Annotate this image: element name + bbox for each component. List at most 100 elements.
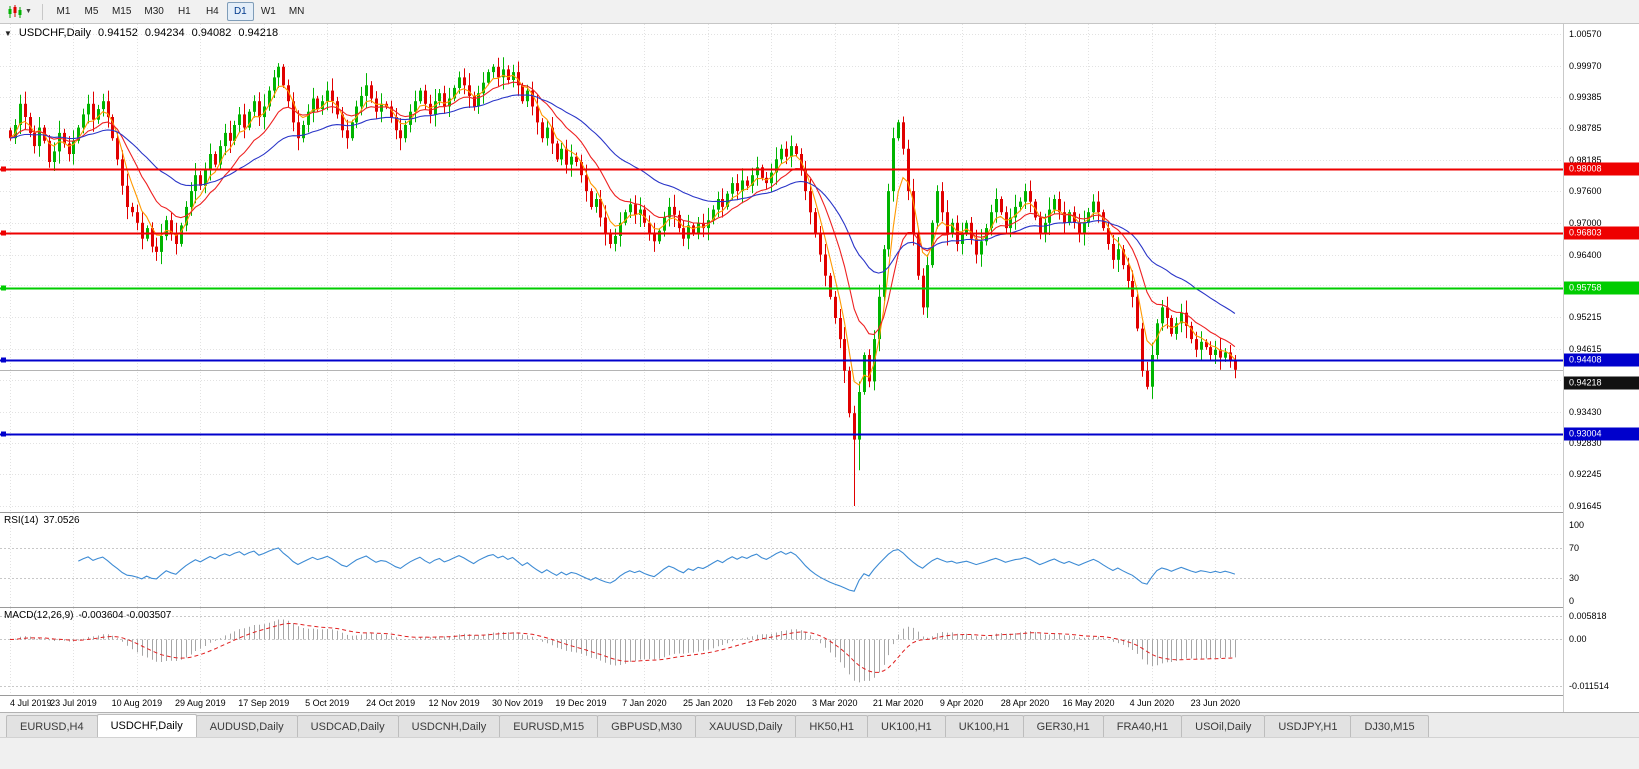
chevron-down-icon: ▼ [25, 8, 32, 15]
hline-price-tag: 0.93004 [1564, 427, 1639, 441]
chart-symbol-label: USDCHF,Daily [18, 27, 92, 39]
date-label: 23 Jul 2019 [50, 698, 97, 708]
chart-tab-gbpusd-m30[interactable]: GBPUSD,M30 [597, 715, 697, 737]
date-label: 9 Apr 2020 [939, 698, 984, 708]
chart-tab-usdjpy-h1[interactable]: USDJPY,H1 [1264, 715, 1352, 737]
candlestick-chart-icon [8, 4, 22, 18]
macd-label: MACD(12,26,9) -0.003604 -0.003507 [4, 610, 176, 621]
date-label: 30 Nov 2019 [491, 698, 544, 708]
macd-axis-label: -0.011514 [1569, 681, 1609, 691]
timeframe-button-h1[interactable]: H1 [177, 6, 191, 17]
ohlc-open: 0.94152 [98, 27, 138, 39]
rsi-axis-label: 70 [1569, 542, 1580, 553]
status-bar-filler [0, 737, 1639, 769]
date-label: 10 Aug 2019 [111, 698, 163, 708]
date-label: 23 Jun 2020 [1190, 698, 1241, 708]
timeframe-toolbar: ▼ M1 M5 M15 M30 H1 H4 D1 W1 MN [0, 0, 1639, 24]
date-label: 19 Dec 2019 [555, 698, 607, 708]
date-label: 4 Jul 2019 [10, 698, 52, 708]
candlestick-chart-canvas[interactable] [0, 24, 1563, 512]
timeframe-button-m5[interactable]: M5 [84, 6, 99, 17]
timeframe-button-m30[interactable]: M30 [144, 6, 164, 17]
chart-area: ▼ USDCHF,Daily 0.94152 0.94234 0.94082 0… [0, 24, 1639, 712]
price-axis-label: 0.93430 [1569, 406, 1602, 417]
macd-chart-canvas[interactable] [0, 608, 1563, 695]
price-axis-label: 0.92830 [1569, 438, 1602, 449]
price-axis-label: 0.95215 [1569, 312, 1602, 323]
chart-tab-eurusd-h4[interactable]: EURUSD,H4 [6, 715, 98, 737]
chart-plots: ▼ USDCHF,Daily 0.94152 0.94234 0.94082 0… [0, 24, 1563, 712]
price-chart-panel: ▼ USDCHF,Daily 0.94152 0.94234 0.94082 0… [0, 24, 1563, 512]
rsi-axis-label: 0 [1569, 596, 1575, 606]
price-axis-label: 0.96400 [1569, 249, 1602, 260]
chart-tab-eurusd-m15[interactable]: EURUSD,M15 [499, 715, 599, 737]
price-axis[interactable]: 1.00570 0.99970 0.99385 0.98785 0.98185 0.976… [1563, 24, 1639, 712]
chart-ohlc-header: ▼ USDCHF,Daily 0.94152 0.94234 0.94082 0… [4, 27, 278, 39]
date-label: 17 Sep 2019 [238, 698, 290, 708]
date-label: 12 Nov 2019 [428, 698, 480, 708]
chart-tab-audusd-daily[interactable]: AUDUSD,Daily [195, 715, 298, 737]
chart-tab-uk100-h1[interactable]: UK100,H1 [944, 715, 1024, 737]
timeframe-button-h4[interactable]: H4 [205, 6, 219, 17]
price-axis-label: 0.99970 [1569, 60, 1602, 71]
hline-price-tag: 0.94408 [1564, 353, 1639, 367]
macd-name: MACD(12,26,9) [4, 610, 74, 621]
chart-tab-xauusd-daily[interactable]: XAUUSD,Daily [695, 715, 797, 737]
timeframe-button-d1[interactable]: D1 [226, 2, 254, 21]
chart-tab-hk50-h1[interactable]: HK50,H1 [795, 715, 869, 737]
price-axis-label: 0.91645 [1569, 501, 1602, 511]
timeframe-button-m1[interactable]: M1 [56, 6, 71, 17]
rsi-name: RSI(14) [4, 515, 39, 526]
timeframe-button-m15[interactable]: M15 [111, 6, 132, 17]
chart-dropdown-icon[interactable]: ▼ [4, 28, 12, 38]
date-label: 21 Mar 2020 [872, 698, 924, 708]
timeframe-buttons: M1 M5 M15 M30 H1 H4 D1 W1 MN [50, 2, 310, 21]
rsi-chart-canvas[interactable] [0, 513, 1563, 607]
price-axis-label: 0.92245 [1569, 469, 1602, 480]
chart-tab-usdchf-daily[interactable]: USDCHF,Daily [96, 714, 197, 737]
hline-price-tag: 0.96803 [1564, 226, 1639, 240]
macd-axis-label: 0.005818 [1569, 611, 1607, 621]
chart-tab-usoil-daily[interactable]: USOil,Daily [1181, 715, 1266, 737]
rsi-value: 37.0526 [43, 515, 80, 526]
chart-tab-fra40-h1[interactable]: FRA40,H1 [1102, 715, 1183, 737]
macd-axis-label: 0.00 [1569, 634, 1587, 645]
date-label: 25 Jan 2020 [683, 698, 733, 708]
date-label: 28 Apr 2020 [1000, 698, 1050, 708]
toolbar-separator [41, 3, 43, 20]
chart-tab-uk100-h1[interactable]: UK100,H1 [867, 715, 946, 737]
price-axis-label: 1.00570 [1569, 29, 1602, 39]
timeframe-button-w1[interactable]: W1 [260, 6, 276, 17]
time-axis[interactable]: 4 Jul 2019 23 Jul 2019 10 Aug 2019 29 Aug 2… [0, 696, 1563, 712]
date-label: 4 Jun 2020 [1129, 698, 1175, 708]
date-label: 24 Oct 2019 [366, 698, 416, 708]
panel-splitter[interactable] [0, 512, 1639, 513]
chart-tab-dj30-m15[interactable]: DJ30,M15 [1350, 715, 1429, 737]
bid-price-tag: 0.94218 [1564, 376, 1639, 390]
rsi-axis-label: 100 [1569, 520, 1585, 530]
date-label: 7 Jan 2020 [622, 698, 667, 708]
rsi-axis-label: 30 [1569, 573, 1580, 584]
hline-price-tag: 0.95758 [1564, 281, 1639, 295]
chart-tab-usdcad-daily[interactable]: USDCAD,Daily [296, 715, 399, 737]
ohlc-low: 0.94082 [191, 27, 232, 39]
timeframe-button-mn[interactable]: MN [288, 6, 305, 17]
ohlc-close: 0.94218 [238, 27, 279, 39]
panel-splitter[interactable] [0, 607, 1639, 608]
panel-splitter [0, 695, 1639, 696]
chart-tab-ger30-h1[interactable]: GER30,H1 [1022, 715, 1104, 737]
macd-values: -0.003604 -0.003507 [78, 610, 172, 621]
chart-tab-usdcnh-daily[interactable]: USDCNH,Daily [397, 715, 501, 737]
price-axis-label: 0.94615 [1569, 343, 1602, 354]
macd-indicator-panel: MACD(12,26,9) -0.003604 -0.003507 [0, 608, 1563, 695]
date-label: 5 Oct 2019 [305, 698, 350, 708]
hline-price-tag: 0.98008 [1564, 162, 1639, 176]
date-label: 29 Aug 2019 [175, 698, 226, 708]
price-axis-label: 0.97000 [1569, 217, 1602, 228]
chart-type-toolbar-button[interactable]: ▼ [4, 4, 35, 20]
rsi-label: RSI(14) 37.0526 [4, 515, 85, 526]
price-axis-label: 0.98185 [1569, 155, 1602, 166]
date-label: 13 Feb 2020 [745, 698, 797, 708]
price-axis-label: 0.99385 [1569, 91, 1602, 102]
